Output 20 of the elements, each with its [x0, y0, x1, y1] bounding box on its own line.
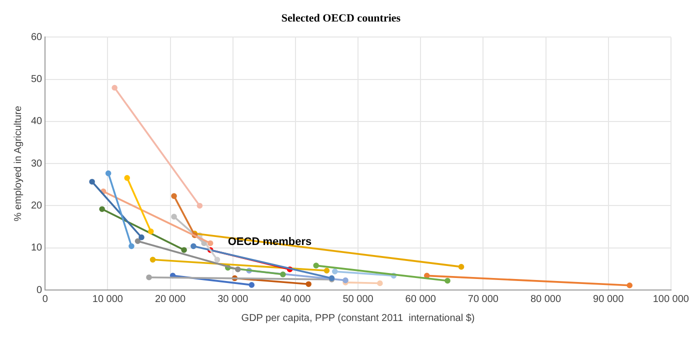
chart-title: Selected OECD countries: [281, 12, 402, 24]
x-tick-label: 10 000: [92, 294, 124, 305]
y-tick-label: 20: [31, 200, 43, 212]
y-tick-label: 30: [31, 158, 43, 170]
x-tick-label: 70 000: [468, 294, 499, 305]
x-axis-title: GDP per capita, PPP (constant 2011 international $): [241, 312, 475, 324]
x-tick-label: 50 000: [342, 294, 374, 305]
x-tick-label: 60 000: [405, 294, 436, 305]
y-axis-title: % employed in Agriculture: [12, 105, 24, 222]
x-tick-label: 40 000: [280, 294, 312, 305]
x-tick-label: 30 000: [218, 294, 249, 305]
x-tick-label: 100 000: [652, 294, 690, 305]
y-tick-label: 40: [31, 116, 43, 128]
x-tick-label: 20 000: [154, 294, 186, 305]
y-tick-label: 50: [31, 74, 43, 86]
y-tick-label: 0: [36, 284, 43, 296]
y-tick-label: 10: [31, 242, 43, 254]
x-tick-label: 80 000: [530, 294, 562, 305]
x-tick-label: 90 000: [593, 294, 624, 305]
y-tick-label: 60: [31, 32, 43, 43]
